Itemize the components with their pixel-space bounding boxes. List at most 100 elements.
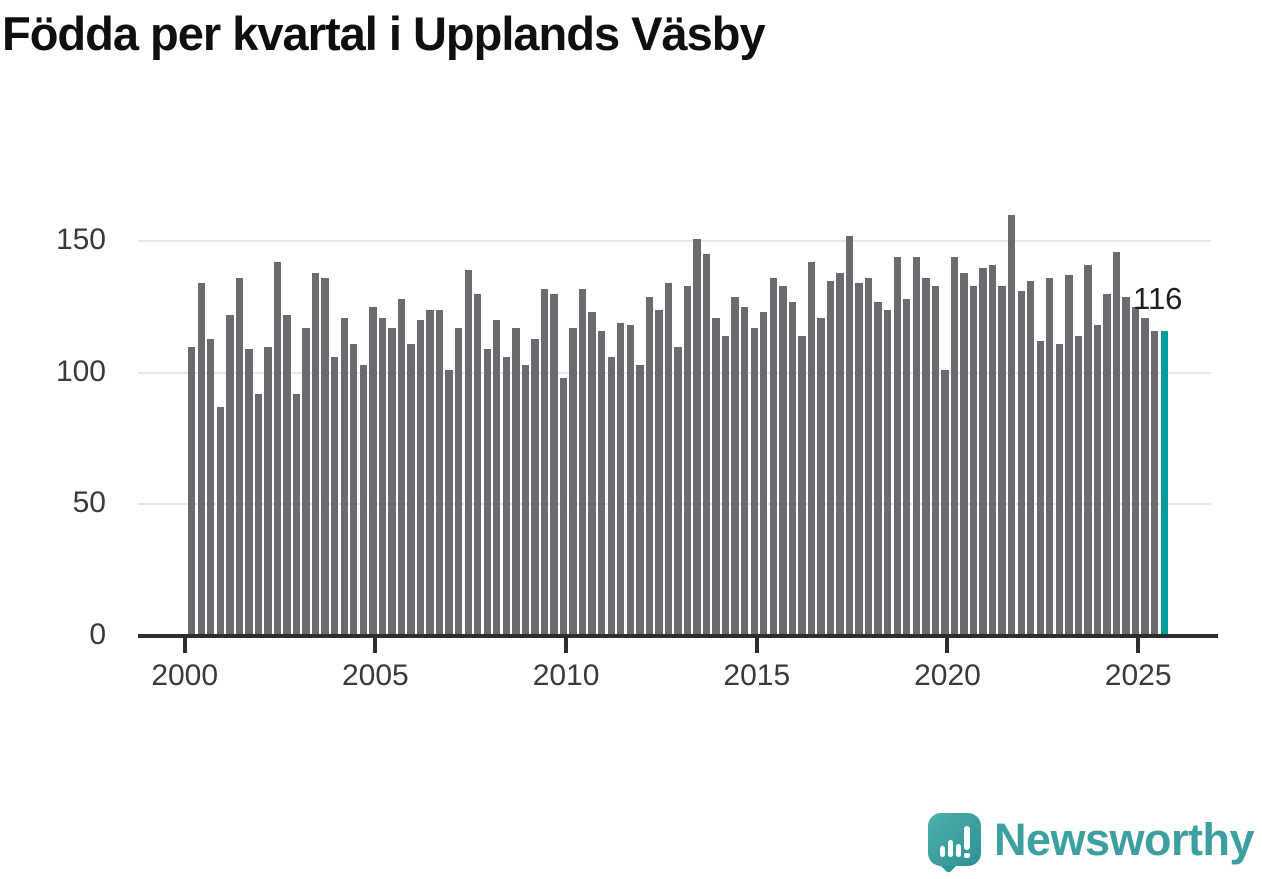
last-value-label: 116 (1133, 281, 1183, 316)
bar-2018Q1 (874, 301, 882, 636)
bar-2011Q4 (636, 364, 644, 636)
speech-bubble (927, 813, 981, 866)
bar-2000Q1 (188, 346, 196, 636)
exclamation-dot-icon (963, 853, 970, 858)
bar-2016Q4 (826, 280, 835, 636)
bar-2023Q1 (1065, 275, 1073, 636)
bar-2004Q3 (359, 364, 367, 636)
bar-2019Q1 (912, 257, 920, 636)
bar-2016Q3 (817, 317, 825, 636)
bar-2014Q4 (750, 328, 758, 636)
bar-2010Q2 (578, 288, 587, 636)
x-axis-tick-label: 2015 (723, 659, 791, 692)
bar-2006Q3 (435, 309, 444, 636)
bar-2009Q3 (550, 293, 558, 636)
bar-2002Q4 (292, 393, 301, 636)
exclamation-icon (963, 826, 970, 850)
bar-2016Q2 (807, 262, 816, 636)
x-axis-tick-label: 2010 (532, 659, 600, 692)
bar-2000Q3 (207, 338, 215, 636)
bar-2009Q2 (540, 288, 549, 636)
bar-2024Q3 (1122, 296, 1130, 636)
bar-2007Q1 (454, 328, 463, 636)
bar-2022Q2 (1036, 341, 1044, 636)
y-axis-tick-label: 150 (55, 223, 106, 257)
bar-2007Q4 (483, 349, 491, 636)
bar-2000Q4 (216, 407, 224, 636)
bar-2003Q4 (331, 357, 339, 636)
x-axis-tick-label: 2020 (914, 659, 981, 692)
bar-2019Q2 (922, 278, 930, 636)
bar-2006Q1 (416, 320, 425, 636)
newsworthy-logo-icon (927, 807, 981, 874)
x-axis-tick (182, 638, 187, 653)
bar-2011Q1 (607, 357, 615, 636)
bar-2001Q4 (254, 393, 263, 636)
bar-2017Q1 (836, 272, 844, 636)
bar-2011Q3 (626, 325, 634, 636)
bar-2015Q4 (788, 301, 797, 636)
bar-2013Q2 (693, 238, 701, 636)
bar-2023Q2 (1074, 336, 1083, 636)
x-axis-tick-label: 2000 (151, 659, 219, 692)
bar-2002Q2 (273, 262, 282, 636)
bar-2006Q2 (426, 309, 434, 636)
bar-2022Q4 (1055, 343, 1064, 636)
newsworthy-logo-text: Newsworthy (993, 814, 1255, 865)
bar-2001Q3 (245, 349, 253, 636)
bar-2015Q1 (760, 312, 768, 636)
bar-2008Q2 (502, 357, 511, 636)
x-axis-tick (945, 638, 950, 653)
bar-2003Q1 (302, 328, 310, 636)
bar-2020Q1 (950, 257, 959, 636)
bar-2019Q3 (931, 286, 940, 636)
bar-2010Q4 (597, 330, 606, 636)
logo-chart-bar-icon (947, 840, 953, 857)
bar-2005Q2 (388, 328, 396, 636)
bar-2014Q2 (731, 296, 739, 636)
bar-2005Q1 (378, 317, 387, 636)
bar-2020Q2 (960, 272, 968, 636)
x-axis-tick (564, 638, 569, 653)
logo-chart-bar-icon (955, 844, 961, 857)
bar-2005Q4 (407, 343, 415, 636)
bar-2015Q3 (779, 286, 787, 636)
x-axis-tick (1136, 638, 1141, 653)
bar-2021Q3 (1007, 214, 1016, 636)
bar-2004Q4 (369, 307, 377, 636)
bar-2022Q3 (1046, 278, 1054, 636)
bar-2025Q1 (1141, 317, 1149, 636)
bar-2023Q4 (1093, 325, 1102, 636)
bar-2023Q3 (1084, 264, 1092, 636)
bar-2011Q2 (617, 322, 625, 636)
bar-2020Q4 (979, 267, 987, 636)
bar-2015Q2 (769, 278, 777, 636)
bar-2005Q3 (397, 299, 406, 636)
bar-2018Q2 (884, 309, 892, 636)
bar-2018Q4 (903, 299, 911, 636)
bar-2024Q2 (1112, 251, 1121, 636)
bar-2006Q4 (445, 370, 453, 636)
gridline-y-150 (138, 240, 1211, 243)
bar-2019Q4 (941, 370, 949, 636)
bar-2012Q4 (674, 346, 682, 636)
bar-2010Q3 (588, 312, 596, 636)
bar-2014Q3 (741, 307, 749, 636)
bar-2004Q1 (340, 317, 348, 636)
x-axis-tick (754, 638, 759, 653)
bar-2017Q4 (864, 278, 873, 636)
bar-2013Q4 (712, 317, 720, 636)
x-axis-line (138, 634, 1218, 638)
bar-2003Q2 (311, 272, 320, 636)
bar-2022Q1 (1027, 280, 1035, 636)
y-axis-tick-label: 50 (72, 486, 106, 520)
bar-2012Q2 (655, 309, 663, 636)
bar-2018Q3 (893, 257, 901, 636)
bar-2002Q1 (264, 346, 272, 636)
bar-2007Q2 (464, 270, 472, 636)
bar-2021Q4 (1017, 291, 1025, 636)
bar-2014Q1 (721, 336, 730, 636)
x-axis-tick-label: 2025 (1104, 659, 1172, 692)
